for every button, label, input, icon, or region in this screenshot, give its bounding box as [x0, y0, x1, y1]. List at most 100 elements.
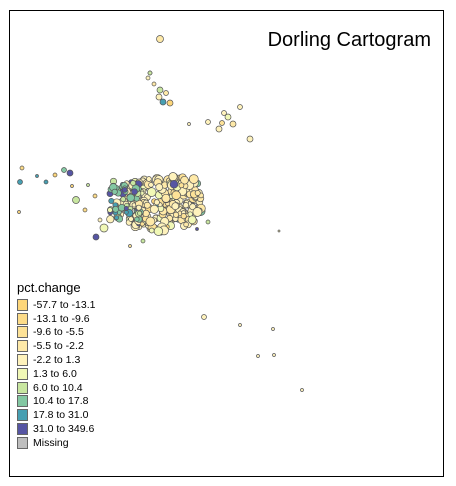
region-circle — [142, 209, 150, 218]
legend-label: 17.8 to 31.0 — [33, 409, 89, 422]
region-circle — [153, 226, 164, 236]
map-title: Dorling Cartogram — [267, 29, 431, 51]
region-circle — [66, 169, 74, 177]
legend-item: 31.0 to 349.6 — [17, 422, 95, 436]
region-circle — [52, 172, 58, 178]
region-circle — [108, 197, 115, 204]
region-circle — [192, 207, 203, 217]
region-circle — [128, 244, 132, 248]
region-circle — [238, 323, 242, 327]
region-circle — [72, 196, 80, 204]
legend-item: -5.5 to -2.2 — [17, 339, 95, 353]
region-circle — [168, 172, 178, 182]
region-circle — [17, 179, 23, 185]
region-circle — [126, 193, 135, 202]
legend-label: -9.6 to -5.5 — [33, 326, 84, 339]
region-circle — [155, 183, 164, 191]
region-circle — [61, 167, 67, 173]
legend-item: 1.3 to 6.0 — [17, 367, 95, 381]
region-circle — [180, 175, 189, 185]
region-circle — [237, 104, 243, 110]
region-circle — [121, 187, 128, 193]
region-circle — [97, 217, 103, 223]
region-circle — [70, 184, 74, 188]
region-circle — [130, 180, 137, 186]
legend-label: 6.0 to 10.4 — [33, 381, 83, 394]
region-circle — [145, 75, 151, 81]
region-circle — [180, 213, 187, 220]
region-circle — [246, 135, 254, 143]
legend-swatch — [17, 326, 28, 339]
region-circle — [300, 388, 304, 392]
legend-swatch — [17, 312, 28, 325]
region-circle — [156, 86, 164, 94]
region-circle — [148, 227, 155, 234]
legend-label: -57.7 to -13.1 — [33, 298, 96, 311]
region-circle — [128, 216, 134, 222]
legend-item: Missing — [17, 436, 95, 450]
region-circle — [159, 98, 167, 106]
region-circle — [187, 215, 197, 225]
region-circle — [134, 216, 140, 222]
region-circle — [148, 182, 154, 188]
region-circle — [229, 120, 237, 128]
legend-swatch — [17, 395, 28, 408]
region-circle — [195, 227, 199, 231]
region-circle — [145, 216, 156, 227]
region-circle — [172, 211, 180, 218]
region-circle — [215, 125, 223, 133]
region-circle — [171, 202, 180, 211]
region-circle — [219, 120, 225, 126]
region-circle — [178, 182, 185, 189]
region-circle — [43, 179, 49, 185]
legend-item: -2.2 to 1.3 — [17, 353, 95, 367]
legend-label: 31.0 to 349.6 — [33, 423, 95, 436]
region-circle — [147, 70, 153, 76]
legend-item: 17.8 to 31.0 — [17, 408, 95, 422]
region-circle — [272, 353, 276, 357]
legend-label: 10.4 to 17.8 — [33, 395, 89, 408]
legend-label: 1.3 to 6.0 — [33, 367, 77, 380]
legend-item: -9.6 to -5.5 — [17, 326, 95, 340]
region-circle — [161, 193, 171, 203]
region-circle — [166, 99, 174, 107]
region-circle — [92, 193, 98, 199]
region-circle — [183, 221, 189, 228]
legend-swatch — [17, 354, 28, 367]
region-circle — [124, 209, 129, 215]
region-circle — [155, 93, 163, 101]
region-circle — [277, 229, 281, 233]
region-circle — [135, 204, 142, 211]
region-circle — [106, 215, 115, 224]
legend-swatch — [17, 409, 28, 422]
legend-swatch — [17, 381, 28, 394]
legend-swatch — [17, 298, 28, 311]
legend-swatch — [17, 436, 28, 449]
legend-item: 10.4 to 17.8 — [17, 395, 95, 409]
region-circle — [205, 119, 211, 125]
region-circle — [82, 207, 88, 213]
legend-item: -57.7 to -13.1 — [17, 298, 95, 312]
legend-label: Missing — [33, 436, 69, 449]
legend-item: -13.1 to -9.6 — [17, 312, 95, 326]
region-circle — [99, 223, 109, 233]
region-circle — [146, 187, 157, 197]
region-circle — [114, 215, 119, 221]
region-circle — [86, 183, 90, 187]
region-circle — [146, 176, 152, 182]
region-circle — [187, 122, 191, 126]
region-circle — [107, 207, 113, 213]
region-circle — [205, 219, 211, 225]
region-circle — [19, 165, 25, 171]
region-circle — [171, 190, 181, 200]
region-circle — [151, 81, 157, 87]
map-frame: Dorling Cartogram — [9, 10, 444, 477]
region-circle — [111, 188, 118, 195]
region-circle — [156, 35, 164, 43]
region-circle — [112, 205, 119, 213]
legend-swatch — [17, 367, 28, 380]
legend-title: pct.change — [17, 280, 81, 295]
region-circle — [17, 210, 21, 214]
region-circle — [139, 221, 145, 227]
